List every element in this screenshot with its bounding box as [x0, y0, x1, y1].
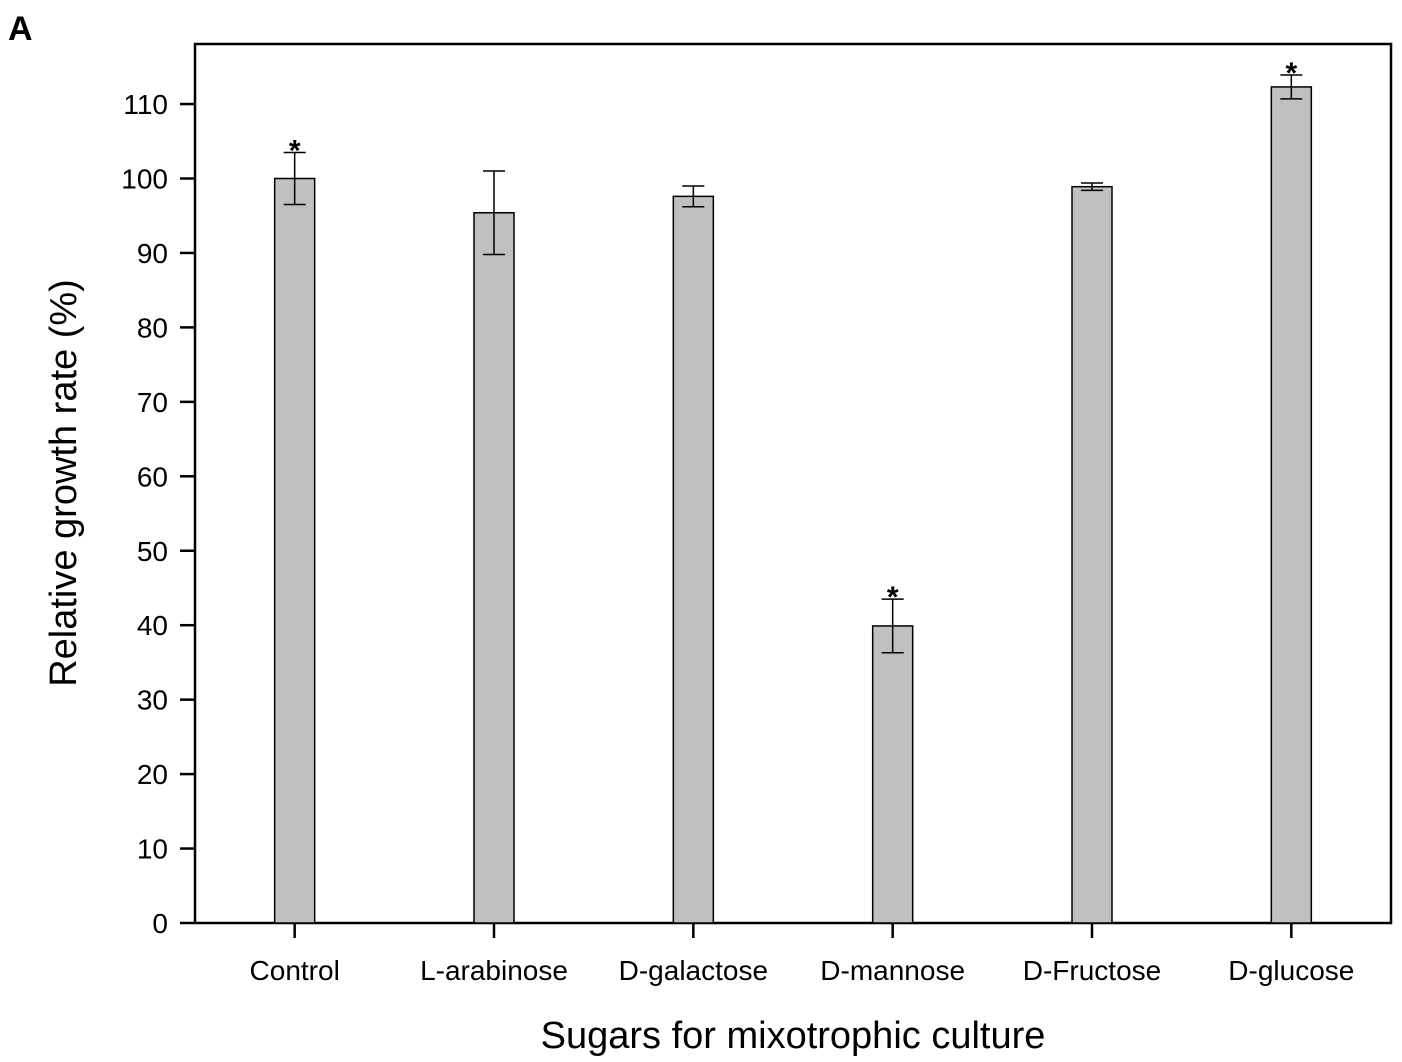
bar-control	[273, 177, 316, 924]
plot-frame	[193, 42, 1393, 925]
y-tick-label: 90	[137, 238, 168, 269]
x-axis: Control L-arabinose D-galactose D-mannose D-…	[250, 923, 1354, 986]
significance-marker: *	[1285, 57, 1297, 90]
y-tick-label: 20	[137, 759, 168, 790]
x-tick-label: D-glucose	[1228, 955, 1354, 986]
x-tick-label: D-mannose	[820, 955, 965, 986]
y-tick-label: 70	[137, 387, 168, 418]
bar-d-glucose	[1270, 86, 1313, 924]
x-axis-title: Sugars for mixotrophic culture	[541, 1015, 1046, 1057]
y-tick-label: 50	[137, 536, 168, 567]
y-tick-label: 10	[137, 834, 168, 865]
error-bar	[283, 151, 306, 206]
x-tick-label: D-galactose	[619, 955, 768, 986]
y-tick-label: 40	[137, 610, 168, 641]
y-tick-label: 30	[137, 685, 168, 716]
error-bar	[881, 598, 904, 654]
error-bar	[1081, 182, 1103, 192]
significance-marker: *	[289, 134, 301, 167]
bars-group: * * *	[273, 57, 1313, 924]
error-bar	[682, 185, 705, 208]
y-tick-label: 0	[152, 908, 168, 939]
y-axis: 0 10 20 30 40 50 60 70 80 90 100 110	[121, 89, 195, 939]
bar-d-galactose	[672, 195, 715, 924]
y-tick-label: 110	[123, 89, 168, 120]
bar-d-fructose	[1071, 185, 1113, 924]
error-bar	[1280, 74, 1303, 100]
x-tick-label: D-Fructose	[1023, 955, 1161, 986]
y-axis-title: Relative growth rate (%)	[43, 279, 85, 687]
panel-label: A	[8, 10, 33, 48]
x-tick-label: Control	[250, 955, 340, 986]
bar-l-arabinose	[473, 211, 515, 924]
error-bar	[483, 170, 505, 256]
y-tick-label: 100	[121, 164, 168, 195]
bar-d-mannose	[871, 625, 914, 924]
x-tick-label: L-arabinose	[420, 955, 568, 986]
y-tick-label: 60	[137, 461, 168, 492]
y-tick-label: 80	[137, 312, 168, 343]
significance-marker: *	[887, 581, 899, 614]
